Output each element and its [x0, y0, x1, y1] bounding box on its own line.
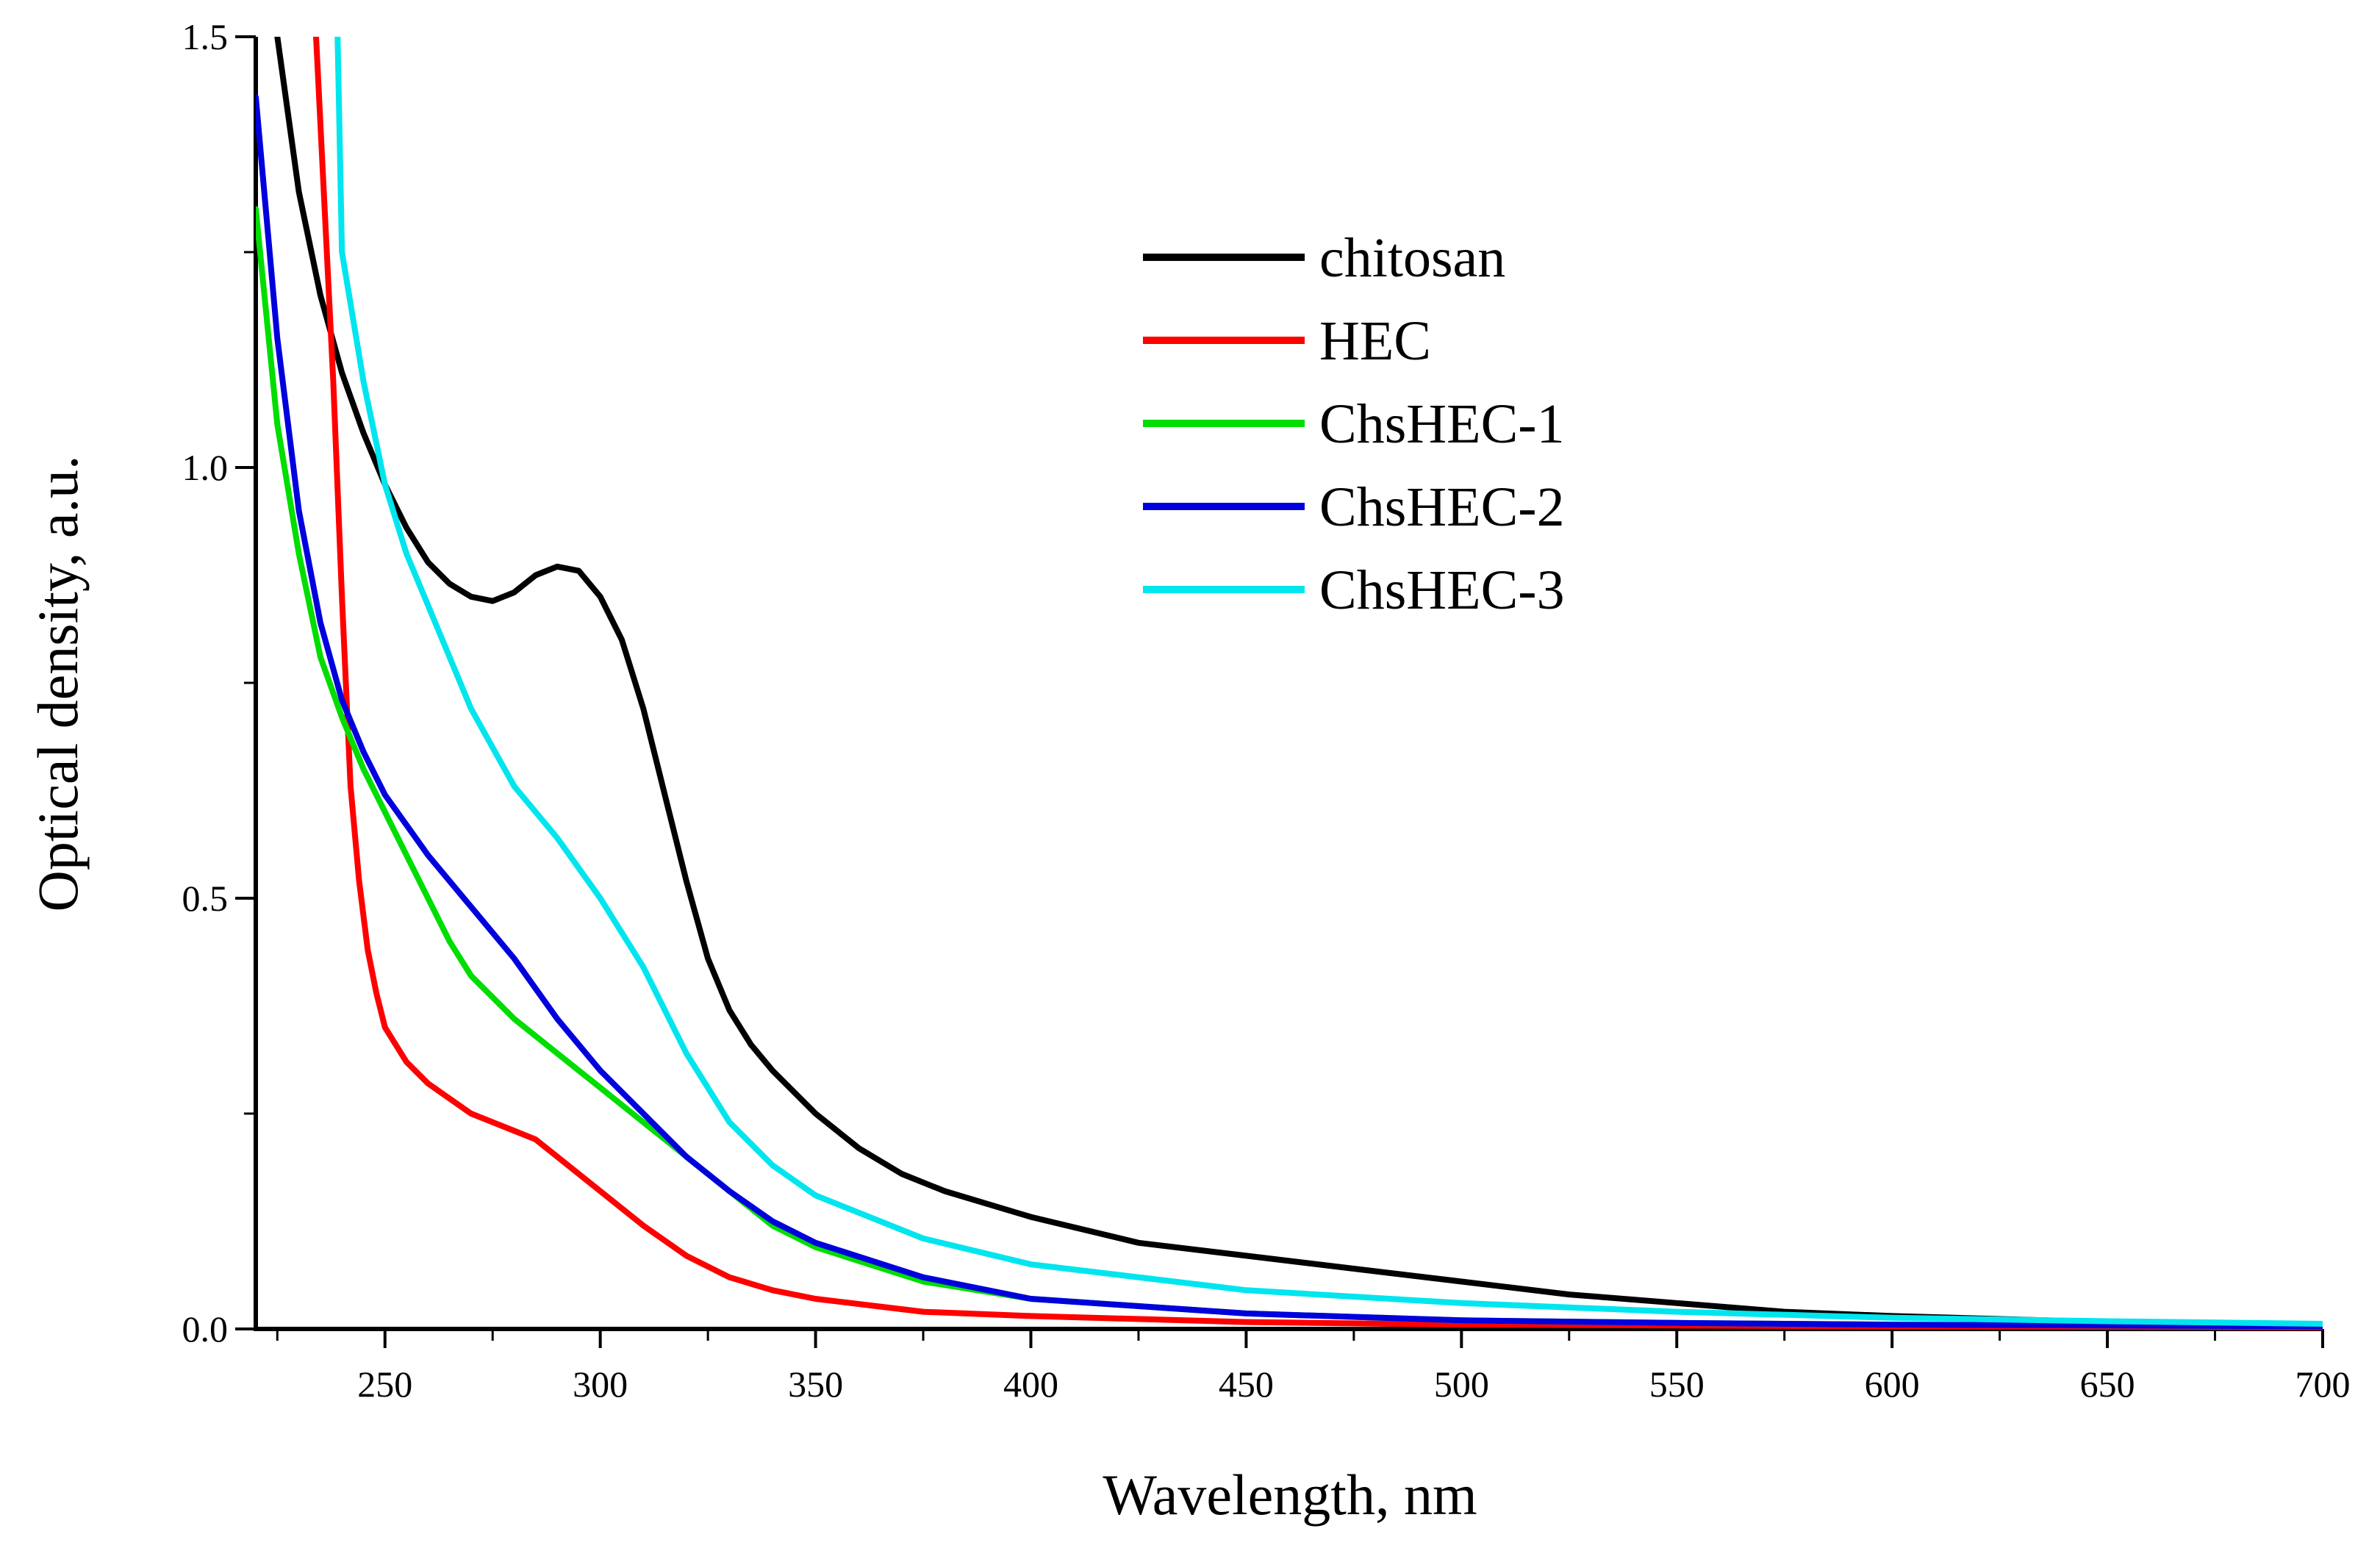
series-line-chitosan	[274, 37, 2323, 1328]
x-tick-label: 350	[788, 1364, 843, 1405]
series-line-chshec-3	[334, 37, 2323, 1327]
x-tick-label: 700	[2295, 1364, 2351, 1405]
x-tick-label: 500	[1434, 1364, 1489, 1405]
x-tick-label: 650	[2080, 1364, 2135, 1405]
legend-label: ChsHEC-2	[1319, 476, 1565, 538]
series-line-hec	[313, 37, 2323, 1330]
axes: 250 300 350 400 450 500 550 600 650 700 0.0 0.5 1.0 1…	[182, 16, 2351, 1405]
plot-area	[256, 37, 2323, 1330]
y-tick-label: 1.0	[182, 447, 229, 488]
series-line-chshec-2	[256, 94, 2323, 1330]
x-tick-label: 550	[1649, 1364, 1705, 1405]
x-tick-label: 400	[1003, 1364, 1058, 1405]
x-axis-title: Wavelength, nm	[1103, 1463, 1477, 1527]
y-tick-label: 0.0	[182, 1308, 229, 1350]
legend: chitosan HEC ChsHEC-1 ChsHEC-2 ChsHEC-3	[1143, 227, 1565, 621]
y-axis-title: Optical density, a.u.	[26, 456, 90, 912]
y-tick-label: 0.5	[182, 878, 229, 919]
x-tick-label: 250	[357, 1364, 412, 1405]
y-tick-label: 1.5	[182, 16, 229, 57]
legend-label: ChsHEC-1	[1319, 393, 1565, 455]
x-tick-label: 450	[1219, 1364, 1274, 1405]
x-tick-label: 600	[1865, 1364, 1920, 1405]
legend-label: ChsHEC-3	[1319, 559, 1565, 621]
series-line-chshec-1	[256, 206, 2323, 1330]
legend-label: chitosan	[1319, 227, 1505, 289]
legend-label: HEC	[1319, 310, 1431, 372]
x-tick-label: 300	[573, 1364, 628, 1405]
